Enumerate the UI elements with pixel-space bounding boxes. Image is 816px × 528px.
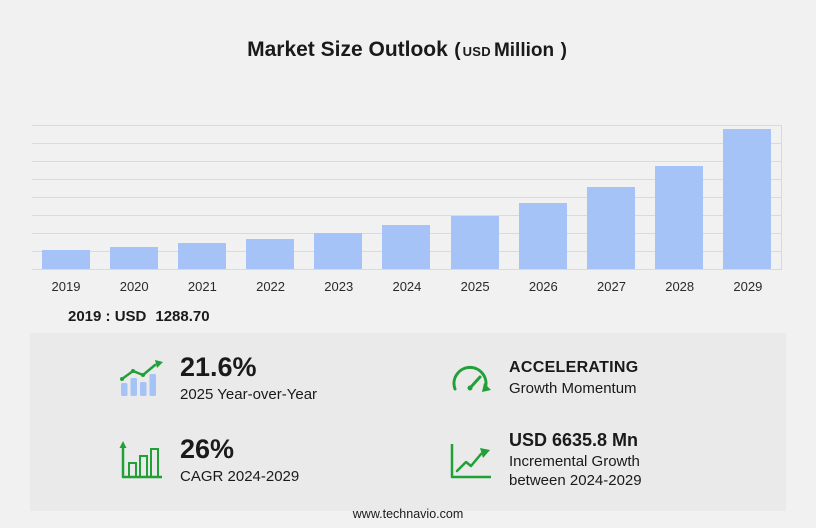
bar-2022: [246, 239, 295, 269]
x-tick-label: 2019: [51, 279, 81, 294]
chart-bars: [32, 125, 781, 269]
bar-2024: [382, 225, 431, 269]
gridline: [32, 143, 781, 144]
gridline: [32, 179, 781, 180]
x-tick-label: 2028: [665, 279, 695, 294]
bar-2020: [110, 247, 159, 269]
cagr-chart-icon: [118, 440, 164, 481]
growth-bars-icon: [118, 359, 164, 399]
momentum-caption: Growth Momentum: [509, 379, 637, 397]
stat-text: USD 6635.8 Mn Incremental Growth between…: [509, 429, 694, 491]
stats-panel: 21.6% 2025 Year-over-Year ACCELERATING G…: [30, 333, 786, 511]
x-tick-label: 2024: [392, 279, 422, 294]
speedometer-icon: [447, 359, 493, 399]
chart-plot: [32, 125, 782, 270]
cagr-caption: CAGR 2024-2029: [180, 467, 300, 485]
title-paren-close: ): [560, 40, 567, 61]
stat-text: 21.6% 2025 Year-over-Year: [180, 352, 318, 404]
stat-text: ACCELERATING Growth Momentum: [509, 359, 639, 398]
incremental-growth-icon: [447, 441, 493, 481]
bar-2021: [178, 243, 227, 269]
x-tick-label: 2020: [119, 279, 149, 294]
bar-2025: [450, 215, 499, 269]
chart-x-labels: 2019 2020 2021 2022 2023 2024 2025 2026 2027 2028…: [32, 279, 782, 294]
gridline: [32, 215, 781, 216]
bar-2019: [42, 250, 90, 269]
x-tick-label: 2022: [256, 279, 286, 294]
title-currency: USD: [462, 44, 491, 59]
base-year-annotation: 2019 : USD 1288.70: [68, 308, 210, 325]
market-size-chart: 2019 2020 2021 2022 2023 2024 2025 2026 2027 2028…: [32, 125, 782, 294]
base-year-label: 2019 : USD: [68, 308, 147, 325]
stat-momentum: ACCELERATING Growth Momentum: [447, 359, 766, 399]
title-text: Market Size Outlook: [247, 38, 448, 61]
x-tick-label: 2027: [597, 279, 626, 294]
stat-yoy-growth: 21.6% 2025 Year-over-Year: [118, 352, 437, 404]
incremental-value: USD 6635.8 Mn: [509, 429, 639, 450]
x-tick-label: 2026: [528, 279, 558, 294]
stat-text: 26% CAGR 2024-2029: [180, 434, 300, 486]
bar-2023: [314, 233, 363, 269]
stat-incremental-growth: USD 6635.8 Mn Incremental Growth between…: [447, 429, 766, 491]
bar-2027: [586, 186, 635, 269]
bar-2026: [518, 203, 567, 269]
gridline: [32, 161, 781, 162]
bar-2028: [654, 166, 703, 269]
yoy-caption: 2025 Year-over-Year: [180, 385, 318, 403]
cagr-value: 26%: [180, 434, 235, 465]
x-tick-label: 2029: [733, 279, 763, 294]
x-tick-label: 2021: [187, 279, 217, 294]
website-footer: www.technavio.com: [352, 507, 464, 521]
x-tick-label: 2023: [324, 279, 354, 294]
incremental-caption: Incremental Growth between 2024-2029: [509, 453, 642, 490]
yoy-value: 21.6%: [180, 352, 257, 383]
page-title: Market Size Outlook (USD Million ): [0, 38, 816, 62]
gridline: [32, 269, 781, 270]
gridline: [32, 197, 781, 198]
title-scale: Million: [493, 40, 555, 61]
momentum-value: ACCELERATING: [509, 359, 639, 377]
stat-cagr: 26% CAGR 2024-2029: [118, 434, 437, 486]
gridline: [32, 125, 781, 126]
base-year-value: 1288.70: [155, 308, 210, 325]
x-tick-label: 2025: [460, 279, 490, 294]
title-paren-open: (: [454, 40, 461, 61]
bar-2029: [722, 129, 771, 269]
